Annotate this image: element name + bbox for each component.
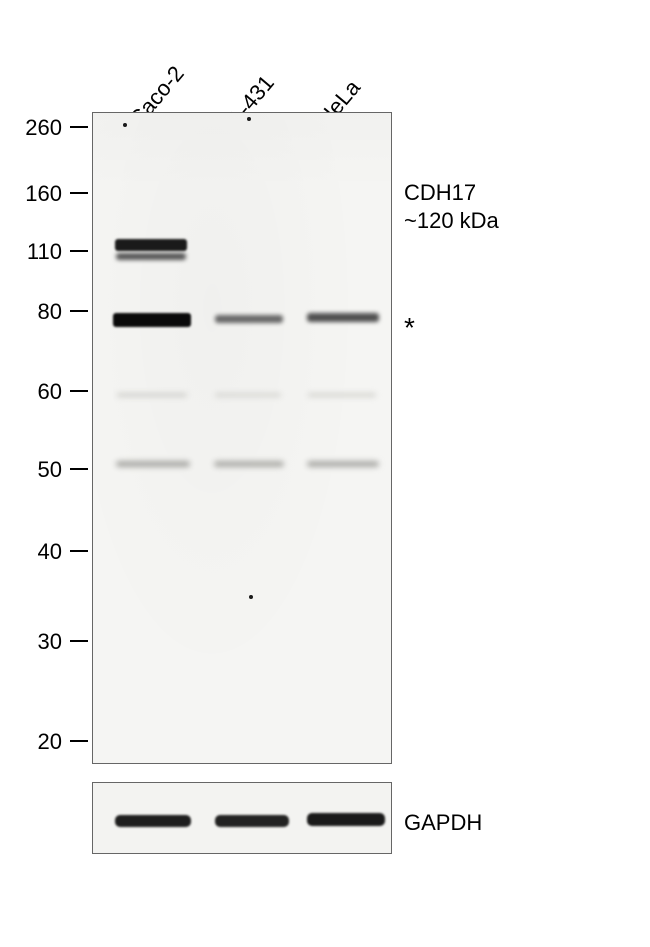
- mw-label-60: 60: [22, 379, 62, 405]
- mw-tick-110: [70, 250, 88, 252]
- mw-tick-60: [70, 390, 88, 392]
- band-main-1: [116, 253, 186, 260]
- mw-label-30: 30: [22, 629, 62, 655]
- band-main-6: [214, 461, 284, 467]
- band-main-7: [307, 461, 379, 467]
- mw-tick-160: [70, 192, 88, 194]
- noise-dot-1: [247, 117, 251, 121]
- right-annotation-0: CDH17: [404, 180, 476, 206]
- mw-label-260: 260: [22, 115, 62, 141]
- blot-texture: [93, 113, 391, 763]
- mw-label-160: 160: [22, 181, 62, 207]
- band-main-9: [215, 393, 281, 397]
- band-gapdh-1: [215, 815, 289, 827]
- band-gapdh-2: [307, 813, 385, 826]
- noise-dot-0: [123, 123, 127, 127]
- mw-label-50: 50: [22, 457, 62, 483]
- mw-label-20: 20: [22, 729, 62, 755]
- band-gapdh-0: [115, 815, 191, 827]
- right-annotation-1: ~120 kDa: [404, 208, 499, 234]
- band-main-0: [115, 239, 187, 251]
- band-main-10: [308, 393, 376, 397]
- mw-label-110: 110: [22, 239, 62, 265]
- mw-tick-50: [70, 468, 88, 470]
- band-main-4: [307, 313, 379, 322]
- mw-tick-80: [70, 310, 88, 312]
- band-main-8: [117, 393, 187, 397]
- mw-tick-40: [70, 550, 88, 552]
- main-blot: [92, 112, 392, 764]
- gapdh-label: GAPDH: [404, 810, 482, 836]
- mw-tick-260: [70, 126, 88, 128]
- mw-label-80: 80: [22, 299, 62, 325]
- mw-label-40: 40: [22, 539, 62, 565]
- mw-tick-30: [70, 640, 88, 642]
- noise-dot-2: [249, 595, 253, 599]
- band-main-2: [113, 313, 191, 327]
- right-annotation-2: *: [404, 312, 415, 344]
- band-main-3: [215, 315, 283, 323]
- gapdh-blot: [92, 782, 392, 854]
- band-main-5: [116, 461, 190, 467]
- mw-tick-20: [70, 740, 88, 742]
